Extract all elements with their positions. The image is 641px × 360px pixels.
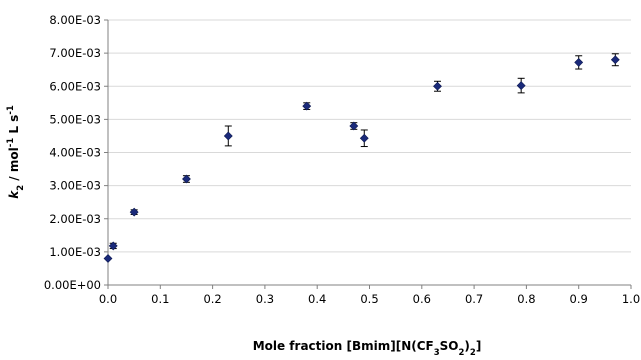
x-tick-label: 0.7	[465, 292, 483, 306]
data-point	[574, 57, 584, 67]
x-tick-label: 0.9	[570, 292, 588, 306]
x-tick-label: 0.4	[308, 292, 326, 306]
y-tick-label: 0.00E+00	[44, 278, 101, 292]
data-point	[103, 254, 113, 263]
y-tick-label: 7.00E-03	[49, 46, 101, 60]
x-tick-label: 0.0	[99, 292, 117, 306]
x-tick-label: 0.2	[203, 292, 221, 306]
data-point	[108, 241, 118, 251]
data-point	[129, 207, 139, 217]
x-tick-label: 0.5	[360, 292, 378, 306]
y-tick-label: 3.00E-03	[49, 179, 101, 193]
data-point	[433, 81, 442, 91]
data-point	[610, 55, 620, 65]
ticks: 0.00E+00 1.00E-03 2.00E-03 3.00E-03 4.00E-03…	[44, 13, 640, 306]
y-tick-label: 2.00E-03	[49, 212, 101, 226]
data-point	[182, 174, 191, 184]
y-tick-label: 4.00E-03	[49, 146, 101, 160]
data-point	[359, 133, 369, 143]
y-tick-label: 5.00E-03	[49, 112, 101, 126]
data-points	[103, 53, 620, 263]
gridlines	[108, 19, 631, 253]
y-axis-title: k2 / mol-1 L s-1	[6, 105, 26, 199]
x-tick-label: 0.8	[517, 292, 535, 306]
x-tick-label: 0.3	[256, 292, 274, 306]
y-tick-label: 1.00E-03	[49, 245, 101, 259]
data-point	[223, 131, 233, 141]
x-tick-label: 0.6	[413, 292, 431, 306]
y-tick-label: 6.00E-03	[49, 79, 101, 93]
data-point	[302, 101, 312, 111]
x-tick-label: 1.0	[622, 292, 640, 306]
data-point	[349, 121, 359, 131]
data-point	[516, 81, 526, 91]
x-tick-label: 0.1	[151, 292, 169, 306]
y-tick-label: 8.00E-03	[49, 13, 101, 27]
x-axis-title: Mole fraction [Bmim][N(CF3SO2)2]	[253, 339, 482, 358]
